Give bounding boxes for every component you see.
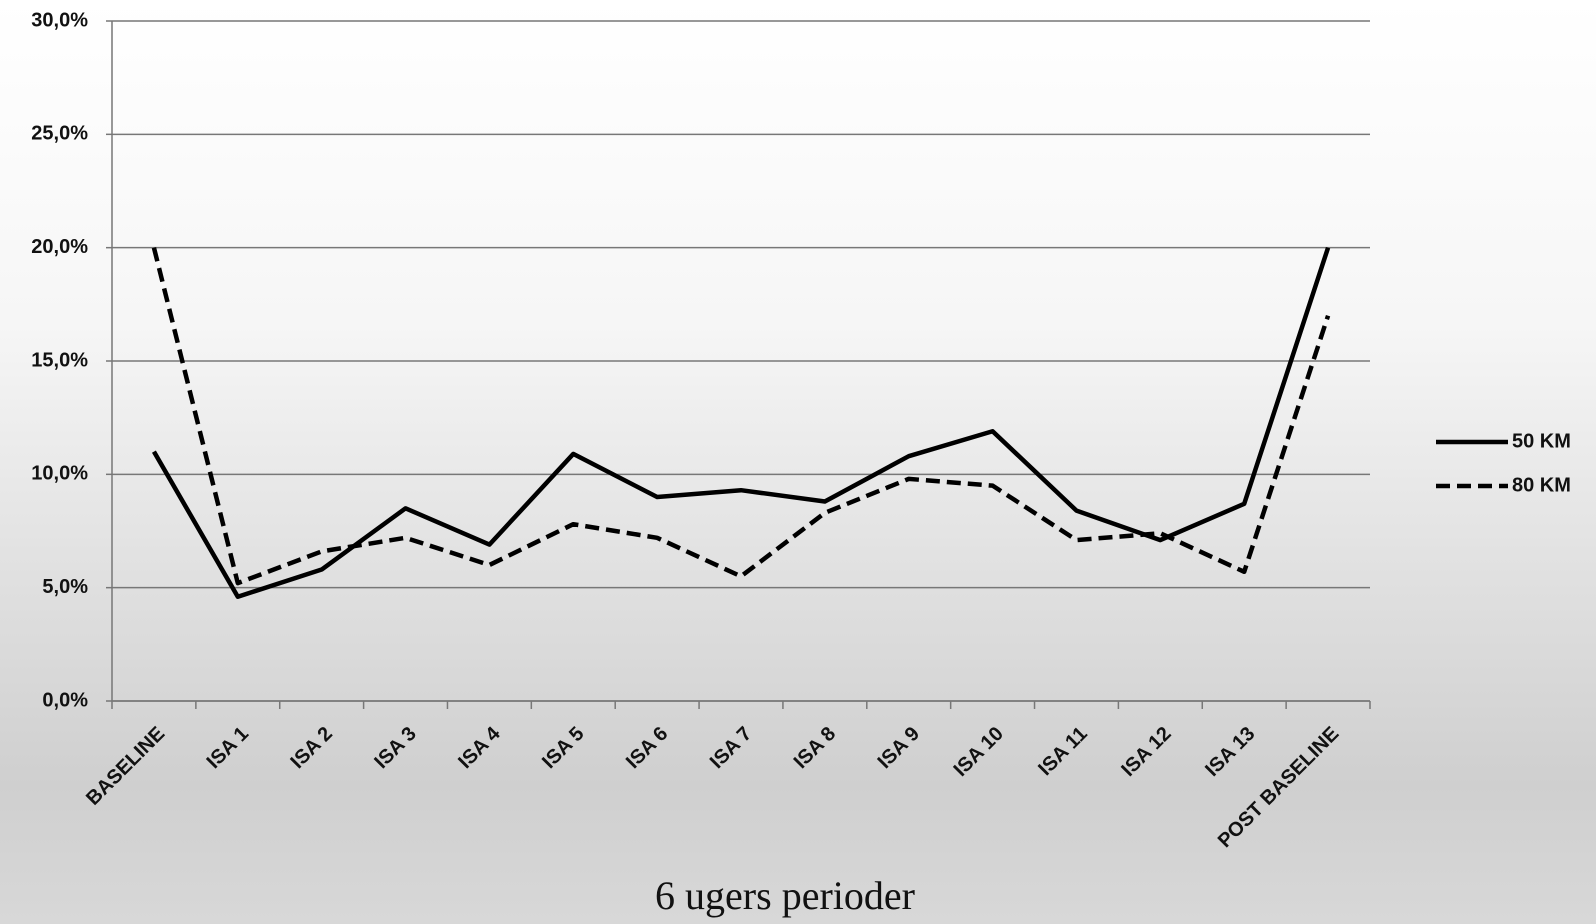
y-tick-label: 10,0% xyxy=(31,463,88,485)
legend-label: 80 KM xyxy=(1512,474,1571,496)
y-tick-label: 15,0% xyxy=(31,349,88,371)
y-tick-label: 0,0% xyxy=(42,689,88,711)
y-tick-label: 30,0% xyxy=(31,9,88,31)
y-tick-label: 20,0% xyxy=(31,236,88,258)
data-line xyxy=(151,247,1331,586)
y-tick-label: 5,0% xyxy=(42,576,88,598)
y-tick-label: 25,0% xyxy=(31,123,88,145)
x-axis-title: 6 ugers perioder xyxy=(655,873,915,918)
legend-label: 50 KM xyxy=(1512,430,1571,452)
